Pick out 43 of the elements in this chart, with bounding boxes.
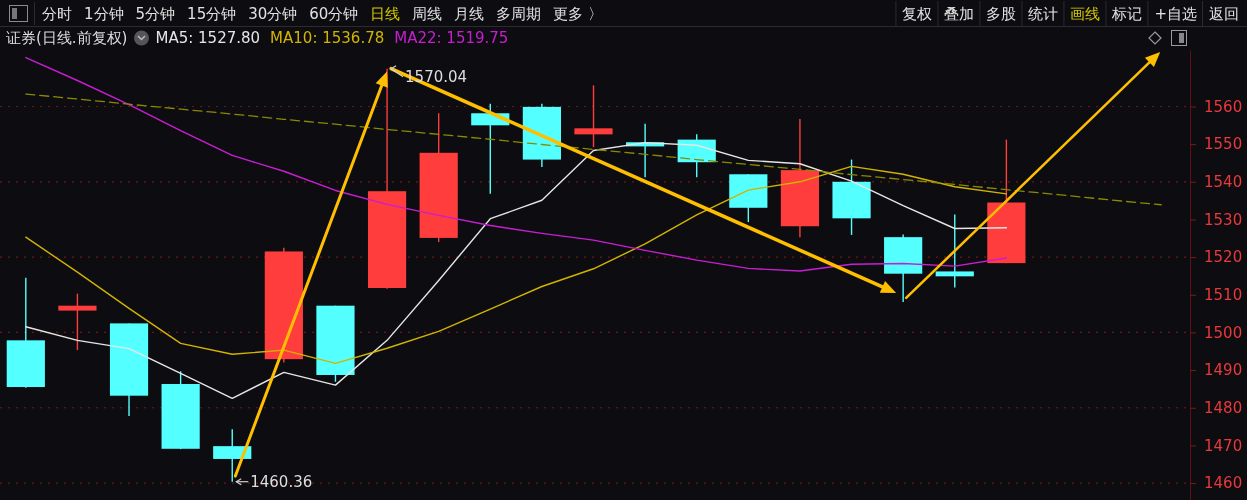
text: 分时	[42, 5, 72, 23]
y-tick-label: 1540	[1204, 173, 1243, 192]
text: 多周期	[496, 5, 542, 23]
text: 15分钟	[187, 5, 237, 23]
line-series	[25, 93, 1162, 206]
text: 更多 〉	[553, 5, 604, 23]
text: +自选	[1154, 5, 1197, 23]
text: MA10: 1536.78	[270, 29, 385, 47]
text: 返回	[1209, 5, 1239, 23]
y-tick-label: 1470	[1204, 436, 1243, 455]
text: 多股	[986, 5, 1017, 23]
text: 复权	[902, 5, 933, 23]
y-tick-label: 1530	[1204, 210, 1243, 229]
y-tick-label: 1520	[1204, 248, 1243, 267]
text: 5分钟	[135, 5, 176, 23]
candlestick	[935, 213, 974, 289]
text: 标记	[1111, 5, 1143, 23]
text: 周线	[412, 5, 443, 23]
y-tick-label: 1460	[1204, 474, 1243, 493]
text: MA5: 1527.80	[155, 29, 261, 47]
text: 统计	[1028, 5, 1059, 23]
text: 画线	[1070, 5, 1101, 23]
chart-title: 证券(日线.前复权)	[6, 29, 128, 47]
annotation: 1460.36	[250, 472, 313, 491]
y-tick-label: 1510	[1204, 286, 1243, 305]
text: 叠加	[944, 5, 975, 23]
line-series	[25, 56, 1008, 272]
candlestick	[58, 292, 97, 351]
text: 日线	[370, 5, 401, 23]
y-tick-label: 1550	[1204, 135, 1243, 154]
text: 30分钟	[248, 5, 298, 23]
line-series	[25, 141, 1008, 400]
text: 月线	[454, 5, 485, 23]
y-tick-label: 1480	[1204, 399, 1243, 418]
annotation: 1570.04	[405, 67, 468, 86]
candlestick	[574, 84, 613, 148]
y-tick-label: 1490	[1204, 361, 1243, 380]
text: MA22: 1519.75	[394, 29, 509, 47]
y-tick-label: 1560	[1204, 97, 1243, 116]
text: 1分钟	[84, 5, 124, 23]
text: 60分钟	[309, 5, 359, 23]
y-tick-label: 1500	[1204, 323, 1243, 342]
line-series	[25, 165, 1008, 365]
